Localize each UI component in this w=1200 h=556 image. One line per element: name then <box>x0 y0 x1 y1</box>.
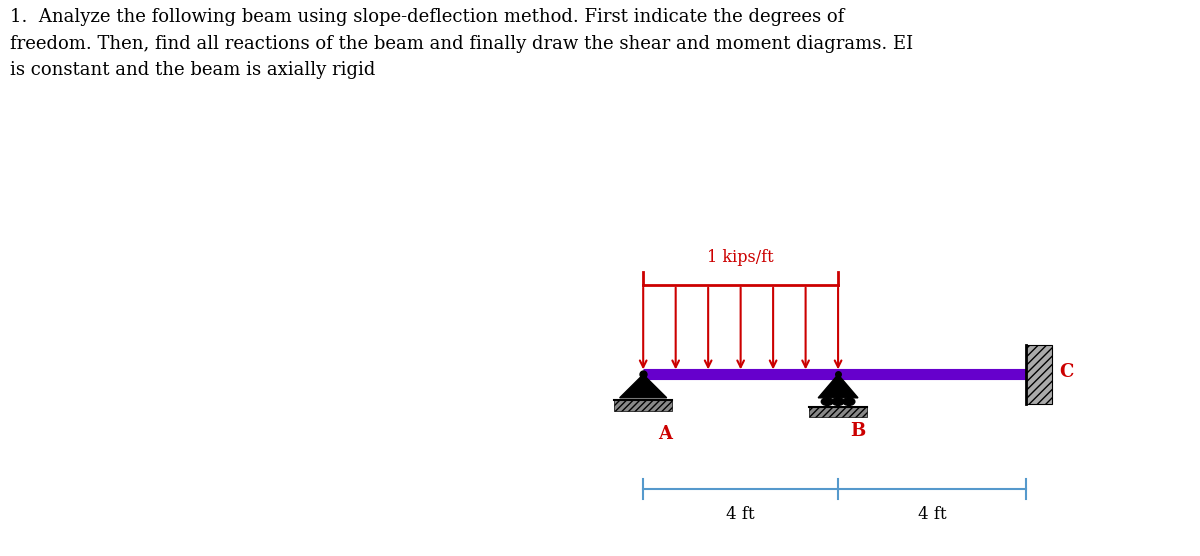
Text: C: C <box>1060 363 1074 381</box>
Text: 1 kips/ft: 1 kips/ft <box>707 249 774 266</box>
Text: 4 ft: 4 ft <box>918 506 947 523</box>
Circle shape <box>821 398 833 405</box>
Bar <box>809 407 868 417</box>
Polygon shape <box>619 375 667 398</box>
Circle shape <box>844 398 854 405</box>
Circle shape <box>832 398 844 405</box>
Bar <box>1026 345 1052 404</box>
Polygon shape <box>818 375 858 398</box>
Text: 1.  Analyze the following beam using slope-deflection method. First indicate the: 1. Analyze the following beam using slop… <box>10 8 913 79</box>
Bar <box>614 400 672 411</box>
Text: 4 ft: 4 ft <box>726 506 755 523</box>
Text: A: A <box>659 425 672 443</box>
Text: B: B <box>851 421 866 440</box>
